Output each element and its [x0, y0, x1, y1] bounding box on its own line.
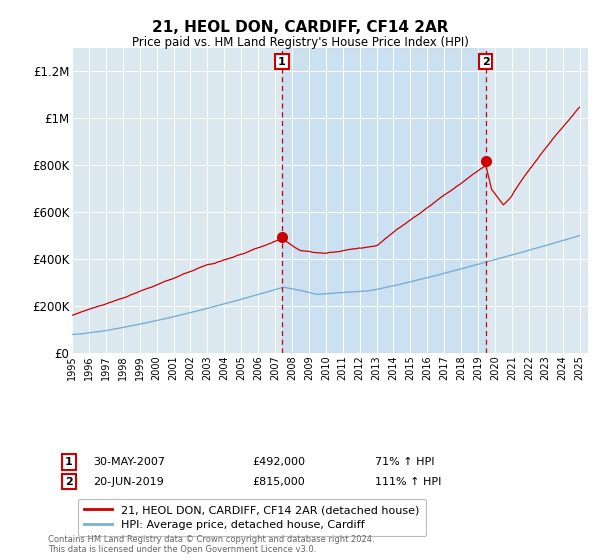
- Text: 2: 2: [482, 57, 490, 67]
- Text: 71% ↑ HPI: 71% ↑ HPI: [375, 457, 434, 467]
- Text: Contains HM Land Registry data © Crown copyright and database right 2024.
This d: Contains HM Land Registry data © Crown c…: [48, 535, 374, 554]
- Legend: 21, HEOL DON, CARDIFF, CF14 2AR (detached house), HPI: Average price, detached h: 21, HEOL DON, CARDIFF, CF14 2AR (detache…: [77, 499, 426, 536]
- Text: £492,000: £492,000: [252, 457, 305, 467]
- Text: 111% ↑ HPI: 111% ↑ HPI: [375, 477, 442, 487]
- Text: £815,000: £815,000: [252, 477, 305, 487]
- Text: Price paid vs. HM Land Registry's House Price Index (HPI): Price paid vs. HM Land Registry's House …: [131, 36, 469, 49]
- Text: 1: 1: [278, 57, 286, 67]
- Text: 2: 2: [65, 477, 73, 487]
- Text: 30-MAY-2007: 30-MAY-2007: [93, 457, 165, 467]
- Text: 21, HEOL DON, CARDIFF, CF14 2AR: 21, HEOL DON, CARDIFF, CF14 2AR: [152, 20, 448, 35]
- Bar: [282, 48, 486, 353]
- Text: 20-JUN-2019: 20-JUN-2019: [93, 477, 164, 487]
- Text: 1: 1: [65, 457, 73, 467]
